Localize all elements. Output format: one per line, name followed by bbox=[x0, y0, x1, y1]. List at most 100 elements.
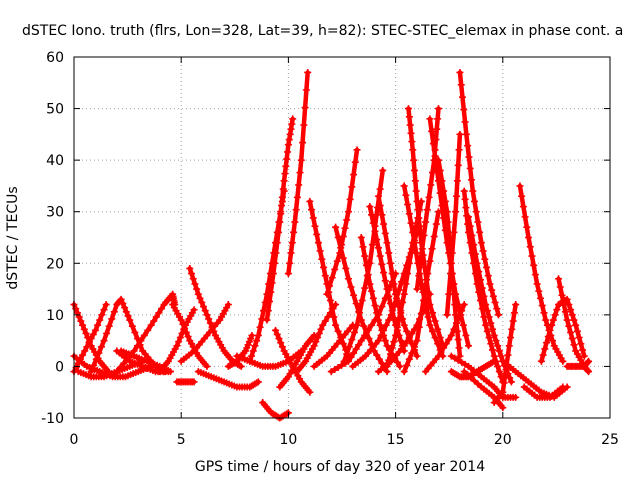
data-point bbox=[380, 269, 388, 277]
data-point bbox=[310, 342, 318, 350]
data-point bbox=[406, 121, 414, 129]
data-point bbox=[348, 336, 356, 344]
data-point bbox=[205, 315, 213, 323]
data-point bbox=[445, 290, 453, 298]
data-point bbox=[113, 368, 121, 376]
data-point bbox=[85, 339, 93, 347]
data-point bbox=[397, 307, 405, 315]
data-point bbox=[362, 261, 370, 269]
data-point bbox=[446, 270, 454, 278]
data-point bbox=[549, 337, 557, 345]
data-point bbox=[487, 319, 495, 327]
data-point bbox=[409, 228, 417, 236]
data-point bbox=[398, 278, 406, 286]
data-point bbox=[457, 81, 465, 89]
data-point bbox=[126, 316, 134, 324]
data-point bbox=[580, 352, 588, 360]
data-point bbox=[189, 275, 197, 283]
series-trace bbox=[324, 147, 360, 297]
data-point bbox=[413, 285, 421, 293]
data-point bbox=[464, 213, 472, 221]
data-point bbox=[293, 193, 301, 201]
data-point bbox=[412, 187, 420, 195]
data-point bbox=[507, 378, 515, 386]
data-point bbox=[376, 185, 384, 193]
data-point bbox=[246, 357, 254, 365]
data-point bbox=[549, 316, 557, 324]
series-9 bbox=[156, 306, 198, 376]
data-point bbox=[178, 329, 186, 337]
data-point bbox=[254, 331, 262, 339]
data-point bbox=[428, 327, 436, 335]
data-point bbox=[388, 270, 396, 278]
data-point bbox=[538, 302, 546, 310]
x-tick-label: 25 bbox=[601, 432, 619, 448]
data-point bbox=[452, 208, 460, 216]
data-point bbox=[119, 300, 127, 308]
data-point bbox=[440, 187, 448, 195]
data-point bbox=[326, 296, 334, 304]
data-point bbox=[364, 326, 372, 334]
data-point bbox=[324, 313, 332, 321]
data-point bbox=[381, 229, 389, 237]
data-point bbox=[344, 275, 352, 283]
data-point bbox=[402, 280, 410, 288]
data-point bbox=[381, 337, 389, 345]
data-point bbox=[408, 349, 416, 357]
data-point bbox=[386, 350, 394, 358]
x-tick-label: 20 bbox=[494, 432, 512, 448]
data-point bbox=[272, 326, 280, 334]
data-point bbox=[570, 316, 578, 324]
data-point bbox=[542, 316, 550, 324]
data-point bbox=[405, 210, 413, 218]
data-point bbox=[208, 323, 216, 331]
data-point bbox=[91, 326, 99, 334]
data-point bbox=[297, 156, 305, 164]
data-point bbox=[555, 275, 563, 283]
data-point bbox=[487, 340, 495, 348]
data-point bbox=[495, 311, 503, 319]
data-point bbox=[454, 336, 462, 344]
data-point bbox=[116, 363, 124, 371]
data-point bbox=[507, 334, 515, 342]
data-point bbox=[351, 158, 359, 166]
data-point bbox=[456, 68, 464, 76]
data-point bbox=[271, 259, 279, 267]
chart-title: dSTEC Iono. truth (flrs, Lon=328, Lat=39… bbox=[22, 23, 623, 39]
data-point bbox=[275, 335, 283, 343]
data-point bbox=[328, 305, 336, 313]
data-point bbox=[124, 312, 132, 320]
data-point bbox=[495, 368, 503, 376]
data-point bbox=[491, 298, 499, 306]
data-point bbox=[278, 202, 286, 210]
y-tick-label: 40 bbox=[46, 153, 64, 169]
data-point bbox=[381, 277, 389, 285]
data-point bbox=[426, 257, 434, 265]
data-point bbox=[100, 337, 108, 345]
tick-layer: 0 5 10 15 20 25 -10 0 10 20 30 40 50 60 bbox=[41, 50, 619, 448]
data-point bbox=[455, 146, 463, 154]
data-point bbox=[350, 349, 358, 357]
series-51 bbox=[516, 182, 567, 365]
data-point bbox=[314, 239, 322, 247]
data-point bbox=[453, 327, 461, 335]
data-point bbox=[131, 328, 139, 336]
data-point bbox=[203, 362, 211, 370]
data-point bbox=[87, 335, 95, 343]
data-point bbox=[430, 232, 438, 240]
data-point bbox=[415, 272, 423, 280]
data-point bbox=[404, 270, 412, 278]
data-point bbox=[472, 208, 480, 216]
data-point bbox=[224, 301, 232, 309]
data-point bbox=[570, 341, 578, 349]
data-point bbox=[383, 285, 391, 293]
data-point bbox=[357, 234, 365, 241]
data-point bbox=[448, 249, 456, 257]
data-point bbox=[482, 301, 490, 309]
data-point bbox=[314, 334, 322, 342]
data-point bbox=[397, 337, 405, 345]
data-point bbox=[470, 197, 478, 205]
series-42 bbox=[443, 130, 464, 319]
data-point bbox=[403, 327, 411, 335]
data-point bbox=[410, 239, 418, 247]
